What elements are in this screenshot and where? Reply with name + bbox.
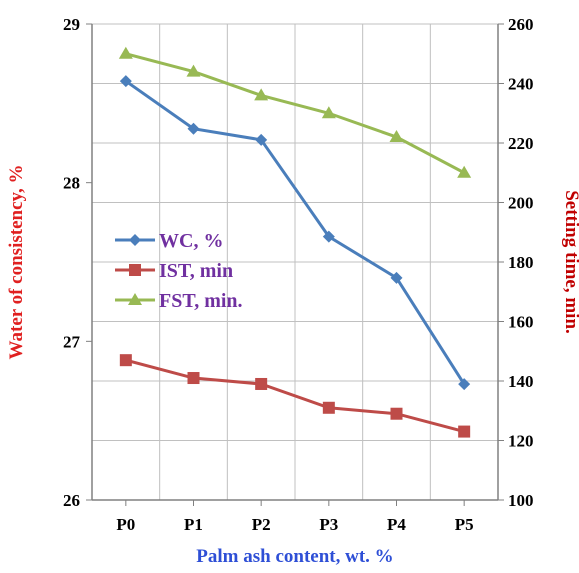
- x-tick-label: P3: [319, 515, 338, 534]
- left-axis-title: Water of consistency, %: [6, 165, 27, 360]
- data-point-triangle: [186, 64, 201, 77]
- left-axis-ticks: 26 27 28 29: [63, 15, 92, 510]
- right-tick-label: 120: [508, 432, 534, 451]
- data-point-triangle: [389, 130, 404, 143]
- left-tick-label: 26: [63, 491, 80, 510]
- x-tick-label: P1: [184, 515, 203, 534]
- right-tick-label: 200: [508, 194, 534, 213]
- data-point-diamond: [187, 122, 200, 135]
- data-point-square: [390, 407, 403, 420]
- series-triangle: [118, 46, 472, 178]
- series-line: [125, 52, 465, 175]
- left-tick-label: 28: [63, 174, 80, 193]
- right-axis-ticks: 100 120 140 160 180 200 220 240 260: [498, 15, 534, 510]
- x-tick-label: P5: [455, 515, 474, 534]
- series-diamond: [119, 75, 471, 391]
- data-point-square: [458, 425, 471, 438]
- data-point-square: [322, 401, 335, 414]
- series-square: [119, 354, 471, 438]
- series-line: [124, 79, 466, 385]
- right-tick-label: 140: [508, 372, 534, 391]
- x-axis-ticks: P0 P1 P2 P3 P4 P5: [116, 500, 474, 534]
- legend-label: FST, min.: [159, 290, 243, 312]
- data-point-triangle: [128, 293, 142, 305]
- data-point-square: [255, 377, 268, 390]
- data-point-diamond: [129, 234, 141, 246]
- legend-label: WC, %: [159, 230, 223, 252]
- data-point-diamond: [322, 230, 335, 243]
- x-tick-label: P4: [387, 515, 406, 534]
- x-tick-label: P0: [116, 515, 135, 534]
- right-axis-title: Setting time, min.: [561, 190, 579, 334]
- right-tick-label: 160: [508, 313, 534, 332]
- left-tick-label: 29: [63, 15, 80, 34]
- series-group: [118, 46, 472, 438]
- right-tick-label: 220: [508, 134, 534, 153]
- data-point-triangle: [118, 46, 133, 59]
- data-point-diamond: [458, 378, 471, 391]
- data-point-triangle: [254, 88, 269, 101]
- right-tick-label: 240: [508, 75, 534, 94]
- data-point-diamond: [390, 271, 403, 284]
- data-point-triangle: [321, 106, 336, 119]
- data-point-triangle: [457, 165, 472, 178]
- data-point-diamond: [119, 75, 132, 88]
- right-tick-label: 100: [508, 491, 534, 510]
- legend-label: IST, min: [159, 260, 233, 282]
- right-tick-label: 180: [508, 253, 534, 272]
- left-tick-label: 27: [63, 332, 81, 351]
- legend: WC, % IST, min FST, min.: [115, 230, 243, 312]
- data-point-square: [187, 372, 200, 385]
- x-axis-title: Palm ash content, wt. %: [196, 546, 393, 567]
- x-tick-label: P2: [252, 515, 271, 534]
- data-point-diamond: [255, 133, 268, 146]
- right-tick-label: 260: [508, 15, 534, 34]
- data-point-square: [129, 264, 141, 276]
- gridlines: [91, 23, 499, 501]
- data-point-square: [119, 354, 132, 367]
- series-line: [125, 358, 465, 434]
